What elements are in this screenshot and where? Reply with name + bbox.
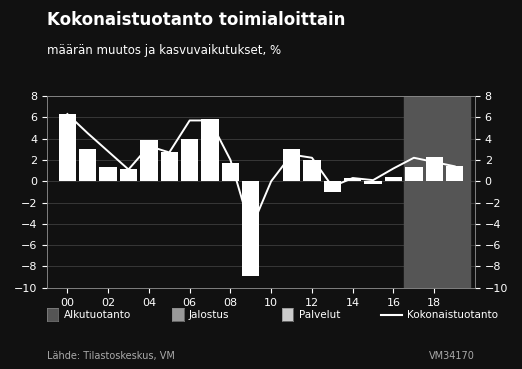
Bar xyxy=(425,157,443,181)
Bar xyxy=(161,152,178,181)
Bar xyxy=(181,139,198,181)
Bar xyxy=(324,181,341,192)
Text: Alkutuotanto: Alkutuotanto xyxy=(64,310,131,320)
Bar xyxy=(303,160,321,181)
Bar xyxy=(404,96,470,288)
Text: Kokonaistuotanto: Kokonaistuotanto xyxy=(407,310,498,320)
Bar xyxy=(58,114,76,181)
Text: määrän muutos ja kasvuvaikutukset, %: määrän muutos ja kasvuvaikutukset, % xyxy=(47,44,281,57)
Text: Jalostus: Jalostus xyxy=(189,310,230,320)
Text: Kokonaistuotanto toimialoittain: Kokonaistuotanto toimialoittain xyxy=(47,11,346,29)
Text: VM34170: VM34170 xyxy=(429,351,475,361)
Bar xyxy=(283,149,300,181)
Bar xyxy=(79,149,97,181)
Bar xyxy=(201,120,219,181)
Bar xyxy=(222,163,239,181)
Bar xyxy=(140,139,158,181)
Bar xyxy=(120,169,137,181)
Bar xyxy=(446,166,464,181)
Bar xyxy=(405,168,422,181)
Text: Palvelut: Palvelut xyxy=(299,310,340,320)
Text: Lähde: Tilastoskeskus, VM: Lähde: Tilastoskeskus, VM xyxy=(47,351,175,361)
Bar xyxy=(100,168,117,181)
Bar xyxy=(385,177,402,181)
Bar xyxy=(364,181,382,184)
Bar xyxy=(344,178,361,181)
Bar xyxy=(242,181,259,276)
